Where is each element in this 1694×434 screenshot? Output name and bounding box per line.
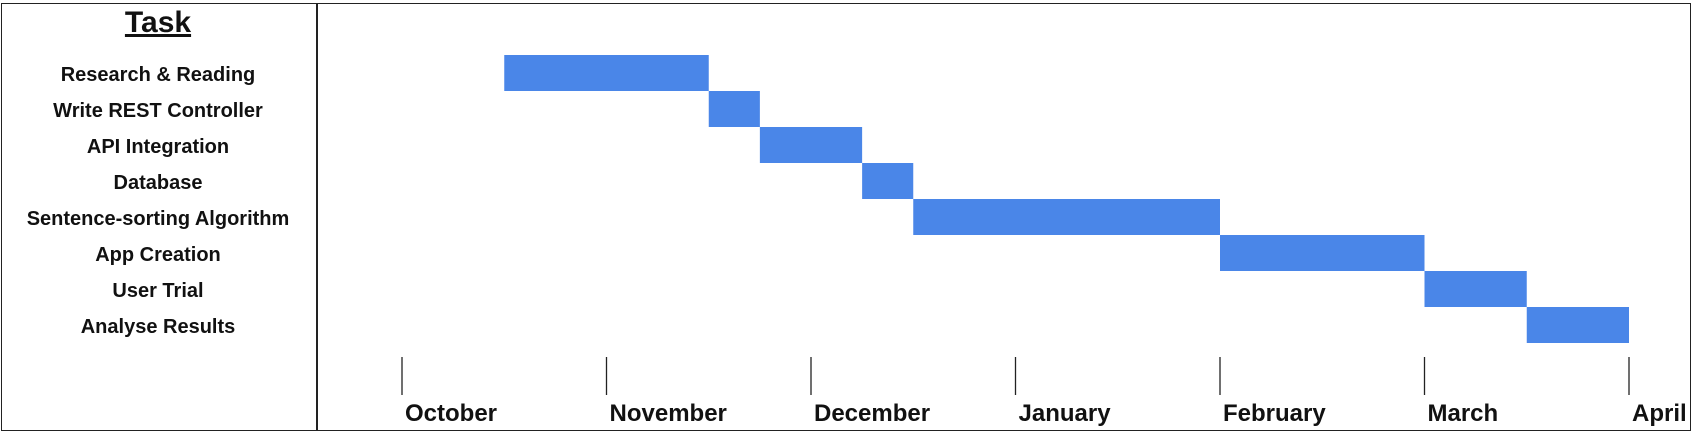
month-label: January — [1019, 400, 1112, 427]
gantt-bar — [913, 199, 1220, 235]
month-label: March — [1428, 400, 1499, 427]
gantt-bar — [862, 163, 914, 199]
gantt-bar — [1220, 235, 1425, 271]
month-label: December — [814, 400, 930, 427]
gantt-bar — [1424, 271, 1527, 307]
chart-frame — [1, 3, 1691, 431]
task-label: User Trial — [112, 280, 204, 302]
task-label: Database — [113, 172, 203, 194]
task-label: Write REST Controller — [53, 100, 263, 122]
gantt-bar — [504, 55, 709, 91]
task-label: Analyse Results — [80, 316, 236, 338]
task-column-header: Task — [124, 6, 192, 39]
gantt-bar — [759, 127, 863, 163]
gantt-bar — [708, 91, 760, 127]
task-column-divider — [316, 3, 318, 431]
month-label: April — [1632, 400, 1687, 427]
task-label: Research & Reading — [60, 64, 256, 86]
task-label: App Creation — [95, 244, 221, 266]
task-label: API Integration — [86, 136, 230, 158]
month-label: November — [610, 400, 727, 427]
month-label: February — [1223, 400, 1326, 427]
month-label: October — [405, 400, 497, 427]
task-label: Sentence-sorting Algorithm — [26, 208, 290, 230]
gantt-bar — [1526, 307, 1629, 343]
